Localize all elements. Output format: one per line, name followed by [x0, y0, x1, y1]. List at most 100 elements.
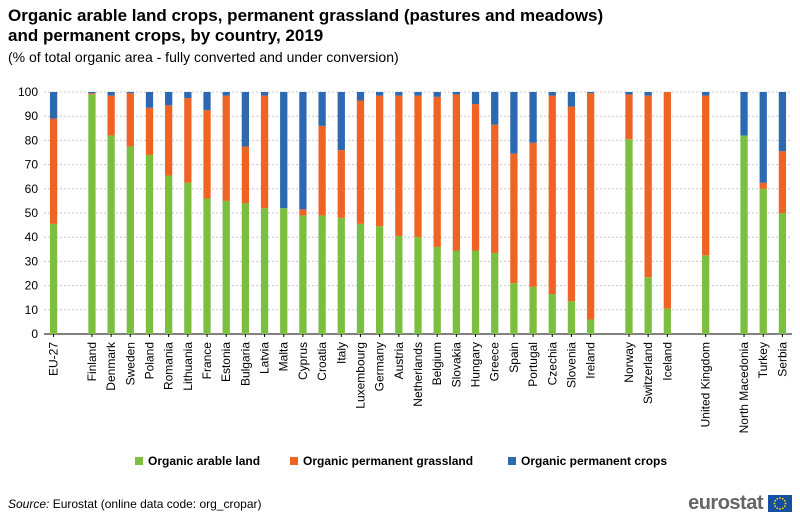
bar-segment	[145, 154, 154, 334]
bar-segment	[567, 92, 576, 107]
bar-segment	[375, 95, 384, 227]
legend-item-arable: Organic arable land	[135, 454, 260, 468]
source-text: Eurostat (online data code: org_cropar)	[52, 497, 262, 511]
x-tick-label: Germany	[373, 342, 387, 391]
bar-segment	[529, 92, 537, 143]
bar-segment	[395, 92, 403, 96]
x-tick-label: Italy	[334, 342, 348, 364]
bar-segment	[203, 198, 211, 334]
y-tick-label: 60	[25, 182, 39, 196]
bar-segment	[433, 96, 441, 247]
bar-segment	[203, 92, 211, 111]
bar-segment	[702, 95, 710, 256]
bar-segment	[260, 208, 269, 334]
bar-segment	[280, 208, 288, 334]
y-tick-label: 10	[25, 303, 39, 317]
chart-legend: Organic arable land Organic permanent gr…	[0, 454, 800, 472]
x-tick-label: Ireland	[584, 342, 598, 379]
bar-segment	[740, 92, 748, 136]
bar-segment	[222, 92, 230, 96]
bar-segment	[145, 107, 154, 155]
bar-segment	[510, 92, 518, 154]
bar-segment	[222, 200, 230, 334]
bar-segment	[625, 92, 633, 95]
legend-item-grassland: Organic permanent grassland	[290, 454, 473, 468]
x-tick-label: Poland	[142, 342, 156, 379]
bar-segment	[759, 92, 767, 183]
bar-segment	[165, 92, 173, 106]
x-tick-label: Turkey	[756, 342, 770, 378]
stacked-bar-chart: 0 10 20 30 40 50 60 70 80 90 100 EU-27 Finland Denmar…	[18, 85, 792, 433]
bar-segment	[222, 95, 230, 201]
y-tick-label: 80	[25, 133, 39, 147]
bar-segment	[491, 124, 499, 253]
legend-label-grassland: Organic permanent grassland	[303, 454, 474, 468]
x-tick-label: Cyprus	[296, 342, 310, 380]
bar-segment	[759, 188, 767, 334]
bar-segment	[548, 294, 556, 334]
bar-segment	[471, 104, 480, 251]
bar-segment	[318, 92, 326, 126]
legend-swatch-grassland	[290, 457, 298, 465]
bar-segment	[318, 215, 326, 334]
bar-segment	[548, 92, 556, 96]
y-tick-label: 0	[31, 327, 38, 341]
bar-segment	[260, 92, 269, 96]
bar-segment	[471, 92, 480, 105]
bar-segment	[414, 95, 422, 238]
bar-segment	[126, 92, 134, 94]
bar-segment	[625, 139, 633, 334]
bar-segment	[356, 100, 365, 224]
x-tick-label: Norway	[622, 342, 636, 383]
x-tick-label: Hungary	[469, 342, 483, 387]
bar-segment	[663, 92, 671, 309]
legend-item-permanent-crops: Organic permanent crops	[508, 454, 667, 468]
x-tick-label: Slovenia	[564, 342, 578, 388]
x-tick-label: EU-27	[47, 342, 61, 376]
x-tick-label: United Kingdom	[699, 342, 713, 427]
x-tick-label: Belgium	[430, 342, 444, 385]
bar-segment	[529, 286, 537, 334]
bar-segment	[280, 92, 288, 209]
x-tick-label: Luxembourg	[353, 342, 367, 409]
bar-segment	[375, 226, 384, 334]
bar-segment	[241, 92, 250, 147]
bar-segment	[663, 308, 671, 334]
source-note: Source: Eurostat (online data code: org_…	[8, 497, 262, 511]
x-tick-label: Greece	[488, 342, 502, 382]
bar-segment	[49, 118, 58, 224]
legend-label-arable: Organic arable land	[148, 454, 261, 468]
y-tick-label: 40	[25, 230, 39, 244]
x-tick-label: Netherlands	[411, 342, 425, 407]
bar-segment	[414, 237, 422, 334]
bar-segment	[145, 92, 154, 108]
bar-segment	[299, 209, 307, 216]
x-tick-label: Switzerland	[641, 342, 655, 404]
x-tick-label: France	[200, 342, 214, 380]
bar-segment	[586, 319, 595, 334]
bar-segment	[375, 92, 384, 96]
x-tick-label: Czechia	[545, 342, 559, 386]
bar-segment	[88, 94, 96, 334]
bar-segment	[165, 105, 173, 176]
x-tick-label: Bulgaria	[238, 342, 252, 386]
bar-segment	[337, 92, 345, 151]
bar-segment	[203, 110, 211, 199]
x-tick-label: Sweden	[123, 342, 137, 385]
bar-segment	[299, 215, 307, 334]
bar-segment	[586, 93, 595, 320]
bar-segment	[433, 246, 441, 334]
bar-segment	[433, 92, 441, 97]
bar-segment	[299, 92, 307, 210]
legend-swatch-permanent-crops	[508, 457, 516, 465]
x-tick-label: Austria	[392, 342, 406, 380]
eu-flag-icon	[768, 495, 792, 512]
bar-segment	[337, 217, 345, 334]
bar-segment	[395, 235, 403, 334]
bar-segment	[491, 92, 499, 125]
x-tick-label: Latvia	[258, 342, 272, 374]
x-tick-label: Malta	[277, 342, 291, 372]
x-tick-label: Spain	[507, 342, 521, 373]
y-tick-label: 100	[18, 85, 38, 99]
bar-segment	[241, 203, 250, 334]
